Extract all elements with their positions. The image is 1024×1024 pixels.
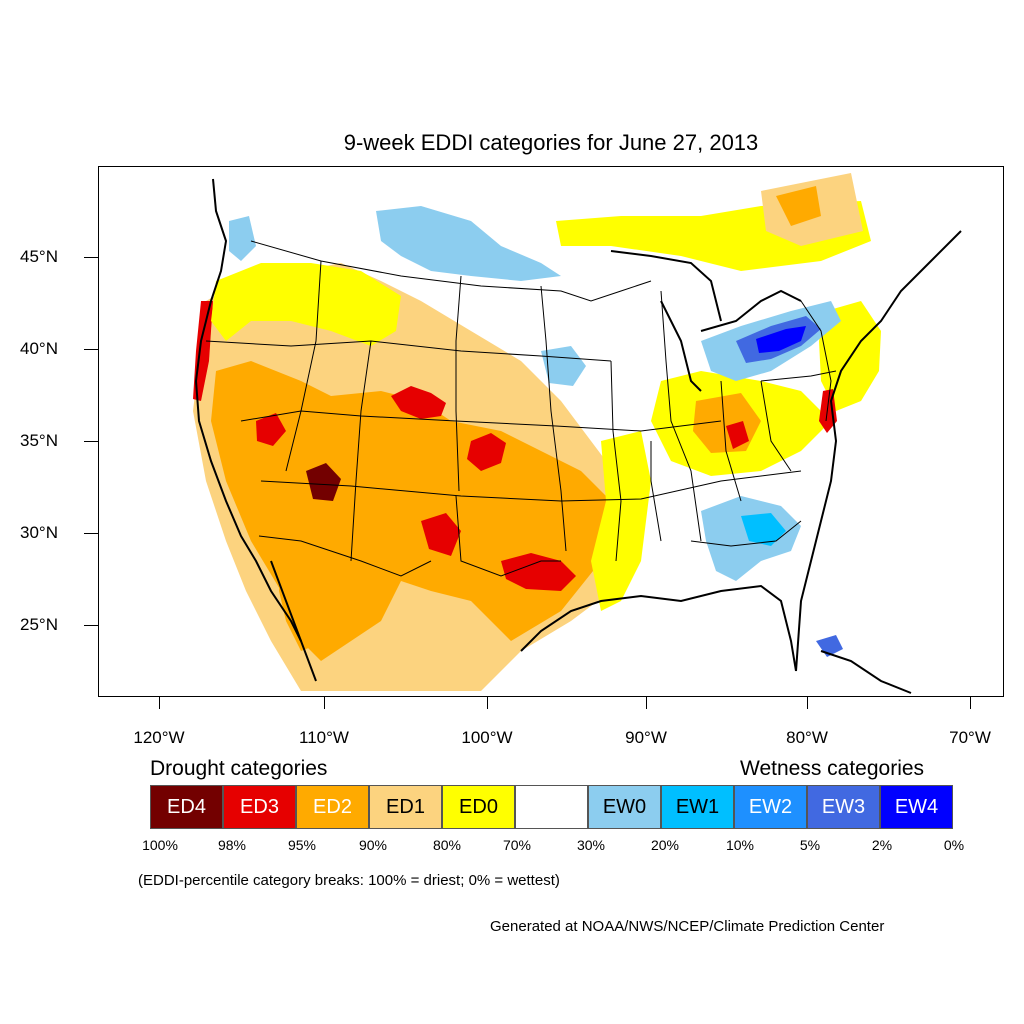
break-label-95: 95% <box>287 837 317 853</box>
lon-label-110: 110°W <box>299 728 349 747</box>
lon-tick-110 <box>324 697 325 709</box>
legend-box-ed4: ED4 <box>150 785 223 829</box>
lon-label-120: 120°W <box>133 728 185 747</box>
legend-box-ed3: ED3 <box>223 785 296 829</box>
legend-box-ed2: ED2 <box>296 785 369 829</box>
lon-label-70: 70°W <box>949 728 991 747</box>
lat-label-25: 25°N <box>20 615 58 634</box>
region-ew3-florida-keys <box>816 635 843 657</box>
break-label-2: 2% <box>871 837 893 853</box>
break-label-98: 98% <box>217 837 247 853</box>
legend-label-ew1: EW1 <box>675 795 720 818</box>
region-ed0-lower-mississippi <box>591 431 651 611</box>
region-ed0-northwest <box>211 263 401 346</box>
region-ed3-nm <box>421 513 461 556</box>
legend-label-ed2: ED2 <box>313 795 352 818</box>
region-ew1-southeast <box>741 513 786 546</box>
legend-box-neutral <box>515 785 588 829</box>
legend-box-ew3: EW3 <box>807 785 880 829</box>
legend-label-ed4: ED4 <box>167 795 206 818</box>
break-label-20: 20% <box>650 837 680 853</box>
legend-box-ew0: EW0 <box>588 785 661 829</box>
break-label-70: 70% <box>502 837 532 853</box>
legend-label-ew3: EW3 <box>821 795 866 818</box>
break-label-10: 10% <box>725 837 755 853</box>
legend-label-ew0: EW0 <box>602 795 647 818</box>
legend-box-ed0: ED0 <box>442 785 515 829</box>
region-ed2-baja <box>279 561 326 651</box>
lat-tick-40 <box>84 349 98 350</box>
lat-tick-35 <box>84 441 98 442</box>
eddi-map <box>193 173 962 694</box>
lat-label-35: 35°N <box>20 431 58 450</box>
region-ew0-iowa <box>541 346 586 386</box>
legend-box-ew1: EW1 <box>661 785 734 829</box>
lon-tick-120 <box>159 697 160 709</box>
lon-tick-100 <box>487 697 488 709</box>
lat-tick-25 <box>84 625 98 626</box>
break-label-30: 30% <box>576 837 606 853</box>
lon-tick-90 <box>646 697 647 709</box>
break-label-90: 90% <box>358 837 388 853</box>
break-label-80: 80% <box>432 837 462 853</box>
legend-label-ed1: ED1 <box>386 795 425 818</box>
legend-bar: ED4 ED3 ED2 ED1 ED0 EW0 EW1 EW2 EW3 EW4 <box>150 785 953 829</box>
lon-label-100: 100°W <box>461 728 513 747</box>
lon-label-90: 90°W <box>625 728 667 747</box>
region-ed3-coast <box>193 301 213 401</box>
category-note: (EDDI-percentile category breaks: 100% =… <box>138 872 560 889</box>
region-ew0-northern-plains <box>376 206 561 281</box>
lon-tick-70 <box>970 697 971 709</box>
legend-label-ed3: ED3 <box>240 795 279 818</box>
state-boundaries <box>205 240 837 577</box>
region-ed4-arizona <box>306 463 341 501</box>
legend-label-ew2: EW2 <box>748 795 793 818</box>
coastlines <box>194 178 962 694</box>
map-frame <box>98 166 1004 697</box>
region-ed3-texas <box>501 553 576 591</box>
legend-box-ew2: EW2 <box>734 785 807 829</box>
lat-tick-45 <box>84 257 98 258</box>
region-ed3-utah <box>256 413 286 446</box>
lat-label-45: 45°N <box>20 247 58 266</box>
lat-tick-30 <box>84 533 98 534</box>
wetness-heading: Wetness categories <box>740 757 925 780</box>
region-ed3-kansas <box>467 433 506 471</box>
lat-label-40: 40°N <box>20 339 58 358</box>
legend-box-ew4: EW4 <box>880 785 953 829</box>
lon-label-80: 80°W <box>786 728 828 747</box>
region-ed3-ohio <box>726 421 749 449</box>
lat-label-30: 30°N <box>20 523 58 542</box>
region-ed3-colorado <box>391 386 446 419</box>
region-ew4-great-lakes <box>756 326 806 353</box>
break-label-100: 100% <box>142 837 178 853</box>
drought-heading: Drought categories <box>150 757 328 780</box>
region-ed2-quebec <box>776 186 821 226</box>
legend-box-ed1: ED1 <box>369 785 442 829</box>
legend-label-ew4: EW4 <box>894 795 939 818</box>
credit-line: Generated at NOAA/NWS/NCEP/Climate Predi… <box>490 918 885 935</box>
map-title: 9-week EDDI categories for June 27, 2013 <box>343 130 759 155</box>
region-ed3-mid-atlantic <box>819 389 837 433</box>
lon-tick-80 <box>807 697 808 709</box>
break-label-0: 0% <box>943 837 965 853</box>
legend-label-ed0: ED0 <box>459 795 498 818</box>
region-ed2-west <box>211 361 611 661</box>
region-ew0-pacific-nw <box>229 216 256 261</box>
break-label-5: 5% <box>799 837 821 853</box>
